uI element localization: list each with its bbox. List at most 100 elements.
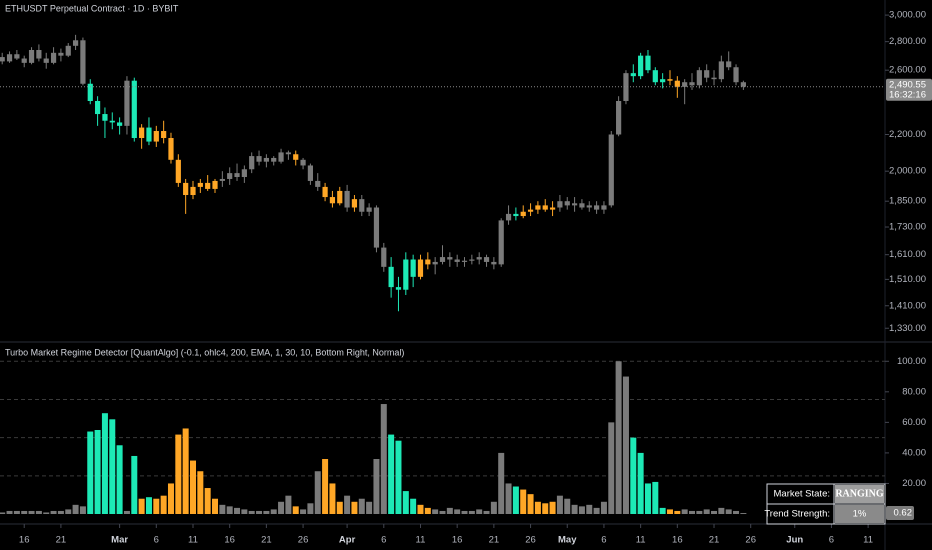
regime-bar [542, 503, 549, 514]
candle-body [241, 169, 247, 178]
candle-body [381, 247, 387, 267]
candle-body [403, 259, 409, 290]
regime-bar [461, 510, 468, 514]
regime-bar [182, 428, 189, 514]
x-tick-label: 6 [381, 535, 386, 546]
regime-bar [512, 486, 519, 514]
candle-body [476, 257, 482, 260]
regime-bar [270, 509, 277, 514]
regime-bar [0, 512, 6, 514]
symbol-title[interactable]: ETHUSDT Perpetual Contract · 1D · BYBIT [5, 3, 179, 13]
candle-body [447, 257, 453, 260]
regime-bar [644, 483, 651, 514]
candle-body [359, 199, 365, 212]
regime-bar [263, 510, 270, 514]
candle-body [102, 114, 108, 121]
regime-bar [659, 507, 666, 514]
candle-body [571, 203, 578, 206]
indicator-title[interactable]: Turbo Market Regime Detector [QuantAlgo]… [5, 347, 404, 357]
candle-body [432, 261, 438, 265]
regime-bar [314, 471, 321, 514]
regime-bar [564, 498, 571, 514]
x-tick-label: Mar [111, 535, 128, 546]
regime-bar [358, 498, 365, 514]
regime-bar [622, 376, 629, 514]
regime-bar [483, 510, 490, 514]
regime-bar [373, 459, 380, 514]
regime-bar [578, 506, 585, 514]
x-tick-label: 26 [745, 535, 756, 546]
regime-bar [307, 503, 314, 514]
candle-body [36, 49, 42, 59]
y-tick-label: 2,000.00 [889, 166, 926, 177]
regime-bar [424, 507, 431, 514]
candle-body [696, 70, 702, 86]
regime-bar [432, 509, 439, 514]
candle-body [660, 79, 666, 83]
x-tick-label: 26 [298, 535, 309, 546]
regime-bar [600, 501, 607, 514]
strength-value: 1% [853, 509, 867, 520]
y-tick-label: 2,800.00 [889, 36, 926, 47]
y-tick-label: 20.00 [902, 478, 926, 489]
candle-body [58, 52, 64, 56]
candle-body [704, 70, 710, 78]
candle-body [94, 101, 101, 115]
regime-bar [681, 509, 688, 514]
candle-body [542, 205, 548, 210]
regime-bar [197, 471, 204, 514]
candle-body [109, 120, 115, 123]
candle-body [395, 287, 402, 290]
regime-bar [278, 501, 285, 514]
regime-bar [6, 510, 13, 514]
regime-bar [204, 488, 211, 514]
candle-body [652, 70, 658, 83]
regime-bar [520, 489, 527, 514]
y-tick-label: 80.00 [902, 386, 926, 397]
candle-body [344, 190, 350, 208]
candle-body [124, 80, 130, 126]
candle-body [520, 211, 526, 217]
candle-body [527, 209, 534, 212]
regime-bar [417, 504, 424, 514]
candle-body [14, 54, 20, 59]
regime-bar [50, 510, 57, 514]
regime-bar [109, 419, 116, 514]
candle-body [579, 203, 585, 208]
regime-bar [28, 510, 35, 514]
x-tick-label: May [558, 535, 577, 546]
candle-body [285, 152, 291, 155]
candle-body [329, 197, 336, 204]
candle-body [373, 207, 380, 248]
strength-cell [835, 505, 884, 523]
candle-body [733, 67, 739, 83]
last-value-box [886, 506, 914, 521]
regime-bar [72, 504, 79, 514]
x-tick-label: 21 [709, 535, 720, 546]
regime-bar [116, 445, 123, 514]
candle-body [718, 61, 724, 80]
candle-body [190, 186, 196, 196]
regime-bar [87, 431, 94, 514]
regime-bar [336, 501, 343, 514]
regime-bar [285, 495, 292, 514]
candle-body [682, 82, 688, 87]
regime-bar [674, 510, 681, 514]
regime-bar [586, 504, 593, 514]
regime-bar [212, 498, 219, 514]
regime-bar [740, 513, 747, 514]
strength-label: Trend Strength: [764, 509, 830, 520]
regime-bar [241, 509, 248, 514]
regime-bar [652, 481, 659, 514]
y-tick-label: 3,000.00 [889, 10, 926, 21]
y-tick-label: 1,410.00 [889, 300, 926, 311]
candle-body [161, 131, 167, 139]
candle-body [21, 58, 27, 63]
x-tick-label: 16 [224, 535, 235, 546]
x-tick-label: 6 [601, 535, 606, 546]
countdown-label: 16:32:16 [889, 89, 926, 100]
regime-bar [637, 452, 644, 514]
x-tick-label: 11 [863, 535, 873, 546]
regime-bar [167, 483, 174, 514]
